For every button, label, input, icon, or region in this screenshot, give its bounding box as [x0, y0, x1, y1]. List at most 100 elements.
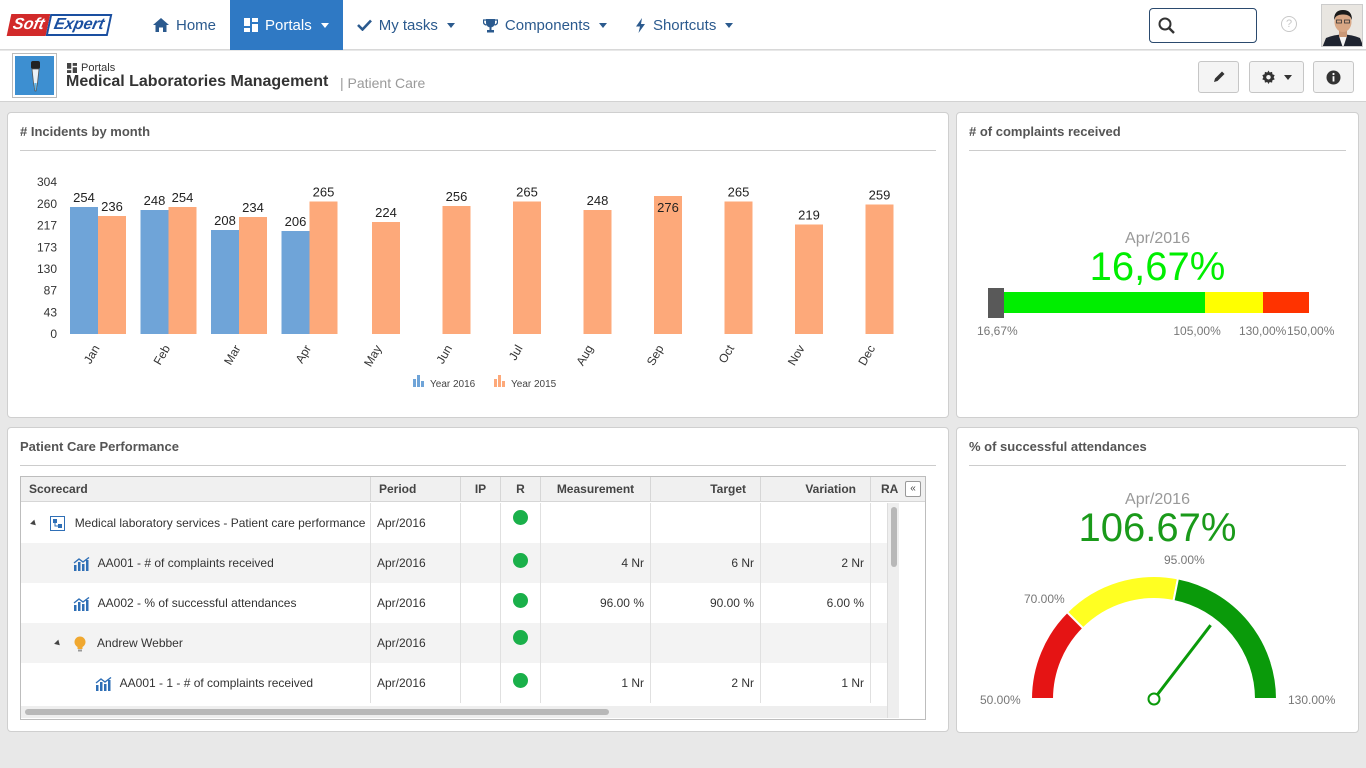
scale-label-yellow: 105,00% [1173, 324, 1221, 338]
legend-swatch [498, 375, 501, 387]
col-target[interactable]: Target [651, 477, 761, 502]
y-tick-label: 260 [37, 197, 57, 211]
indicator-chart-icon [73, 596, 90, 611]
data-label: 206 [285, 214, 307, 229]
y-tick-label: 304 [37, 175, 57, 189]
vertical-scrollbar[interactable] [887, 503, 899, 718]
search-box[interactable] [1149, 8, 1257, 43]
col-ip[interactable]: IP [461, 477, 501, 502]
softexpert-logo[interactable]: Soft Expert [6, 14, 113, 36]
row-measurement: 4 Nr [541, 543, 651, 583]
status-dot [513, 630, 528, 646]
grid-header: Scorecard Period IP R Measurement Target… [21, 477, 925, 502]
nav-home-label: Home [176, 16, 217, 34]
x-tick-label: May [361, 343, 384, 370]
x-tick-label: Apr [293, 343, 314, 366]
scale-label-red: 130,00% [1238, 324, 1287, 338]
indicator-chart-icon [73, 556, 90, 571]
legend-label: Year 2016 [430, 379, 476, 390]
attendances-title: % of successful attendances [969, 439, 1147, 454]
scale-label-max: 150,00% [1287, 324, 1335, 338]
col-measurement[interactable]: Measurement [541, 477, 651, 502]
row-period: Apr/2016 [371, 503, 461, 543]
expand-toggle-icon[interactable] [54, 639, 62, 648]
expand-toggle-icon[interactable] [30, 519, 38, 528]
breadcrumb[interactable]: Portals [67, 62, 115, 74]
col-period[interactable]: Period [371, 477, 461, 502]
scroll-thumb[interactable] [891, 507, 897, 567]
row-variation: 1 Nr [761, 663, 871, 703]
table-row[interactable]: Andrew Webber Apr/2016 [21, 623, 887, 663]
scale-red-band [1262, 292, 1309, 313]
edit-button[interactable] [1198, 61, 1239, 93]
data-label: 254 [73, 190, 95, 205]
pipette-icon [13, 54, 56, 97]
row-name: Medical laboratory services - Patient ca… [74, 516, 366, 530]
nav-portals-label: Portals [265, 16, 312, 34]
row-name: AA001 - # of complaints received [97, 556, 274, 570]
help-icon[interactable]: ? [1281, 16, 1297, 32]
data-label: 234 [242, 200, 264, 215]
scale-green-band [1002, 292, 1206, 313]
collapse-columns-button[interactable]: « [905, 481, 921, 497]
row-name: AA001 - 1 - # of complaints received [119, 676, 314, 690]
bar-year-2015 [724, 201, 753, 334]
search-input[interactable] [1180, 13, 1252, 38]
nav-portals[interactable]: Portals [230, 0, 343, 50]
bar-year-2015 [442, 206, 471, 334]
table-row[interactable]: AA002 - % of successful attendances Apr/… [21, 583, 887, 623]
check-icon [356, 19, 372, 31]
nav-components[interactable]: Components [469, 0, 621, 50]
row-measurement: 96.00 % [541, 583, 651, 623]
gauge-needle [1156, 624, 1212, 696]
bar-year-2016 [281, 231, 310, 334]
col-ra[interactable]: RA [881, 482, 899, 496]
nav-home[interactable]: Home [139, 0, 230, 50]
top-navbar: Soft Expert Home Portals My tasks Compon… [0, 0, 1366, 50]
legend-swatch [417, 375, 420, 387]
scroll-thumb[interactable] [25, 709, 609, 715]
bar-year-2015 [239, 217, 267, 334]
page-header: Portals Medical Laboratories Management … [0, 51, 1366, 102]
data-label: 254 [172, 190, 194, 205]
data-label: 224 [375, 205, 397, 220]
col-r[interactable]: R [501, 477, 541, 502]
info-button[interactable] [1313, 61, 1354, 93]
gauge-label-min: 50.00% [980, 693, 1021, 707]
row-variation: 2 Nr [761, 543, 871, 583]
table-row[interactable]: AA001 - 1 - # of complaints received Apr… [21, 663, 887, 703]
attendances-value: 106.67% [1078, 506, 1237, 550]
nav-shortcuts[interactable]: Shortcuts [621, 0, 747, 50]
trophy-icon [482, 18, 498, 32]
bar-year-2015 [98, 216, 126, 334]
row-ip [461, 623, 501, 663]
horizontal-scrollbar[interactable] [21, 706, 887, 718]
row-variation [761, 503, 871, 543]
table-row[interactable]: AA001 - # of complaints received Apr/201… [21, 543, 887, 583]
attendances-period: Apr/2016 [1125, 491, 1190, 508]
y-tick-label: 173 [37, 241, 57, 255]
divider [969, 465, 1346, 466]
gauge-yellow-band [1065, 575, 1180, 630]
settings-button[interactable] [1249, 61, 1304, 93]
avatar[interactable] [1321, 4, 1363, 47]
row-target: 2 Nr [651, 663, 761, 703]
performance-panel: Patient Care Performance Scorecard Perio… [7, 427, 949, 732]
y-tick-label: 87 [44, 284, 58, 298]
nav-my-tasks[interactable]: My tasks [343, 0, 469, 50]
lightbulb-icon [74, 636, 86, 652]
data-label: 265 [516, 185, 538, 200]
row-target [651, 623, 761, 663]
incidents-title: # Incidents by month [20, 124, 151, 139]
row-measurement [541, 503, 651, 543]
data-label: 265 [728, 185, 750, 200]
indicator-chart-icon [95, 676, 112, 691]
row-name: Andrew Webber [97, 636, 183, 650]
table-row[interactable]: Medical laboratory services - Patient ca… [21, 503, 887, 543]
bar-year-2015 [309, 201, 338, 334]
chevron-down-icon [446, 22, 455, 28]
chevron-down-icon [725, 22, 734, 28]
col-scorecard[interactable]: Scorecard [21, 477, 371, 502]
pencil-icon [1213, 71, 1224, 82]
col-variation[interactable]: Variation [761, 477, 871, 502]
